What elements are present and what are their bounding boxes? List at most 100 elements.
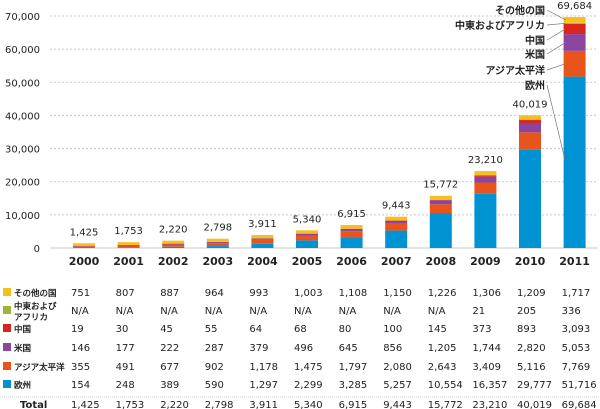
y-tick-label: 70,000 <box>5 12 40 23</box>
table-cell: 2,820 <box>517 343 546 354</box>
table-cell: 222 <box>160 343 179 354</box>
table-cell: 1,209 <box>517 288 546 299</box>
x-tick-label: 2007 <box>381 255 412 268</box>
table-cell: 751 <box>71 288 90 299</box>
bar-segment <box>519 149 541 248</box>
table-cell: N/A <box>294 306 312 317</box>
bar-segment <box>117 247 140 248</box>
table-cell: 964 <box>205 288 224 299</box>
series-annotation: 中国 <box>525 34 545 47</box>
table-cell: 7,769 <box>562 362 591 373</box>
y-tick-label: 0 <box>34 244 40 255</box>
table-cell: 287 <box>205 343 224 354</box>
x-tick-label: 2009 <box>470 255 501 268</box>
table-cell: 16,357 <box>472 380 507 391</box>
bar-segment <box>429 213 452 248</box>
total-data-label: 40,019 <box>513 99 548 110</box>
bar-segment <box>519 123 541 133</box>
bar-segment <box>117 242 140 245</box>
bar-segment <box>429 204 452 214</box>
table-cell: 856 <box>383 343 402 354</box>
table-cell: 1,108 <box>339 288 368 299</box>
table-cell: 1,306 <box>472 288 501 299</box>
bar-segment <box>563 76 586 249</box>
table-cell: 1,003 <box>294 288 323 299</box>
bar-segment <box>162 244 185 247</box>
table-cell: 807 <box>116 288 135 299</box>
legend-swatch <box>3 288 11 296</box>
table-cell: 1,744 <box>472 343 501 354</box>
total-cell: 2,798 <box>205 400 234 409</box>
table-cell: N/A <box>249 306 267 317</box>
total-data-label: 3,911 <box>248 219 277 230</box>
table-cell: 146 <box>71 343 90 354</box>
bar-segment <box>206 243 229 247</box>
x-tick-label: 2010 <box>515 255 546 268</box>
y-tick-label: 30,000 <box>5 145 40 156</box>
legend-swatch <box>3 324 11 332</box>
bar-segment <box>340 231 363 238</box>
bar-segment <box>474 193 497 248</box>
bar-segment <box>519 132 541 150</box>
table-cell: 154 <box>71 380 90 391</box>
table-cell: N/A <box>205 306 223 317</box>
bar-segment <box>563 17 586 23</box>
table-cell: 1,297 <box>249 380 278 391</box>
table-cell: 379 <box>249 343 268 354</box>
table-cell: 55 <box>205 324 218 335</box>
bar-segment <box>385 220 408 224</box>
table-cell: N/A <box>383 306 401 317</box>
total-cell: 40,019 <box>517 400 552 409</box>
bar-segment <box>474 176 497 183</box>
series-annotation: 中東およびアフリカ <box>455 19 545 32</box>
total-cell: 6,915 <box>339 400 368 409</box>
bar-segment <box>385 223 408 231</box>
x-tick-label: 2002 <box>158 255 189 268</box>
table-cell: 590 <box>205 380 224 391</box>
bar-segment <box>296 240 318 248</box>
series-annotation: 米国 <box>525 48 545 61</box>
table-cell: N/A <box>160 306 178 317</box>
legend-label: 中国 <box>14 324 31 335</box>
bar-segment <box>429 195 452 200</box>
legend-swatch <box>3 380 11 388</box>
table-cell: 2,080 <box>383 362 412 373</box>
total-data-label: 2,798 <box>203 223 232 234</box>
total-data-label: 69,684 <box>557 1 592 12</box>
table-cell: 1,797 <box>339 362 368 373</box>
table-cell: 21 <box>472 306 485 317</box>
bar-segment <box>340 225 363 229</box>
bar-segment <box>563 23 586 35</box>
table-cell: 3,409 <box>472 362 501 373</box>
x-tick-label: 2000 <box>69 255 100 268</box>
bar-segment <box>117 245 140 248</box>
bar-segment <box>563 22 586 24</box>
table-cell: 491 <box>116 362 135 373</box>
annotation-leader-line <box>546 28 566 41</box>
table-cell: 496 <box>294 343 313 354</box>
table-cell: 205 <box>517 306 536 317</box>
table-cell: 30 <box>116 324 129 335</box>
bar-segment <box>296 235 318 241</box>
legend-label: 欧州 <box>14 380 31 391</box>
table-cell: 3,093 <box>562 324 591 335</box>
y-tick-label: 10,000 <box>5 211 40 222</box>
table-cell: 1,178 <box>249 362 278 373</box>
bar-segment <box>296 233 318 236</box>
x-tick-label: 2005 <box>292 255 323 268</box>
table-cell: 373 <box>472 324 491 335</box>
table-cell: 177 <box>116 343 135 354</box>
bar-segment <box>206 238 229 242</box>
y-tick-label: 50,000 <box>5 78 40 89</box>
table-cell: 68 <box>294 324 307 335</box>
bar-segment <box>73 243 95 246</box>
table-cell: 902 <box>205 362 224 373</box>
bar-segment <box>519 119 541 121</box>
series-annotation: その他の国 <box>495 4 545 17</box>
total-cell: 69,684 <box>562 400 597 409</box>
total-data-label: 1,753 <box>114 226 143 237</box>
table-cell: 893 <box>517 324 536 335</box>
bar-segment <box>251 239 274 244</box>
y-tick-label: 60,000 <box>5 45 40 56</box>
bar-segment <box>206 242 229 244</box>
